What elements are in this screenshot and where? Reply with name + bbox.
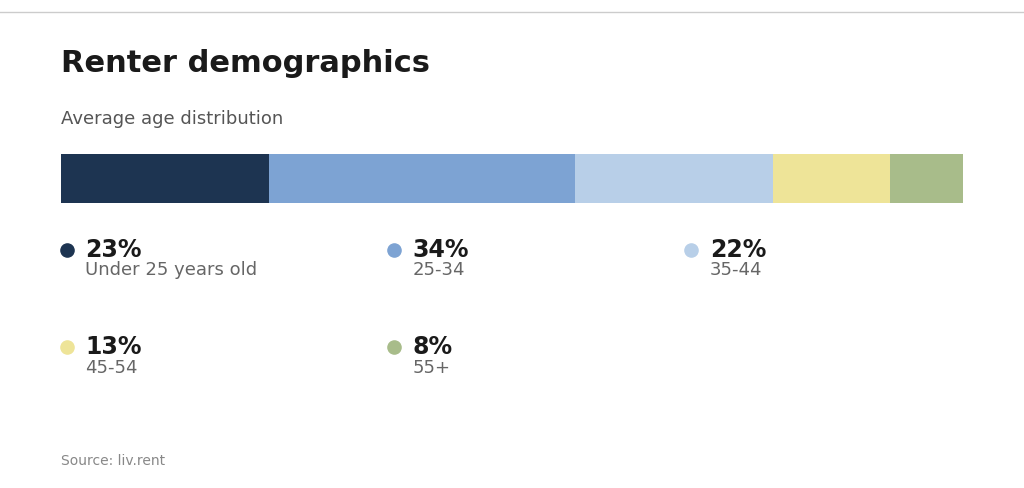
FancyBboxPatch shape: [268, 154, 575, 203]
FancyBboxPatch shape: [575, 154, 773, 203]
Text: 45-54: 45-54: [85, 359, 137, 377]
Point: [58, 246, 75, 254]
Text: 35-44: 35-44: [710, 262, 762, 279]
Text: Average age distribution: Average age distribution: [61, 110, 284, 128]
Point: [58, 344, 75, 351]
Point: [683, 246, 699, 254]
Point: [386, 344, 402, 351]
Text: 23%: 23%: [85, 238, 141, 262]
Point: [386, 246, 402, 254]
Text: Renter demographics: Renter demographics: [61, 49, 430, 78]
FancyBboxPatch shape: [61, 154, 268, 203]
Text: 25-34: 25-34: [413, 262, 465, 279]
FancyBboxPatch shape: [891, 154, 963, 203]
Text: 8%: 8%: [413, 335, 453, 360]
Text: 55+: 55+: [413, 359, 451, 377]
Text: Under 25 years old: Under 25 years old: [85, 262, 257, 279]
Text: 34%: 34%: [413, 238, 469, 262]
Text: 22%: 22%: [710, 238, 766, 262]
Text: 13%: 13%: [85, 335, 141, 360]
Text: Source: liv.rent: Source: liv.rent: [61, 454, 166, 468]
FancyBboxPatch shape: [773, 154, 891, 203]
